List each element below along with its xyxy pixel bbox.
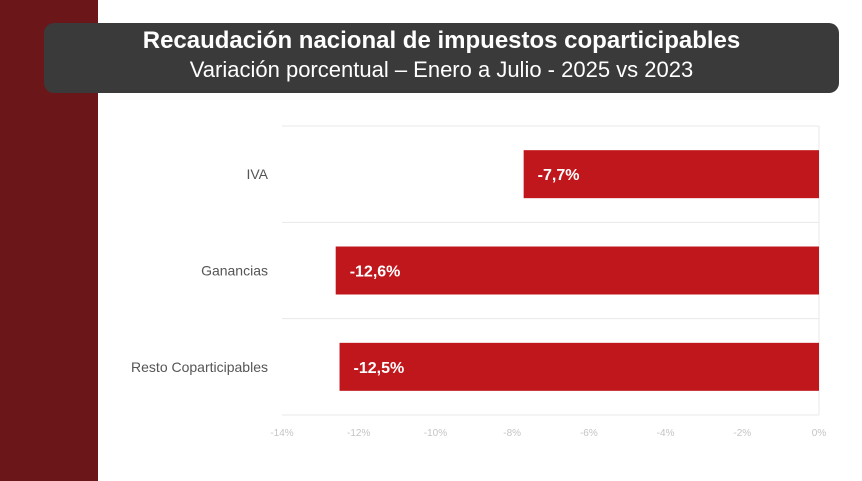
category-label: Ganancias xyxy=(201,263,268,279)
chart-subtitle: Variación porcentual – Enero a Julio - 2… xyxy=(189,57,694,82)
x-tick-label: 0% xyxy=(812,428,827,439)
bar xyxy=(523,150,819,199)
x-tick-label: -4% xyxy=(657,428,675,439)
chart-title: Recaudación nacional de impuestos copart… xyxy=(142,27,741,54)
x-tick-label: -8% xyxy=(503,428,521,439)
data-label: -12,6% xyxy=(350,264,401,281)
x-tick-label: -6% xyxy=(580,428,598,439)
category-label: Resto Coparticipables xyxy=(131,359,268,375)
x-tick-label: -12% xyxy=(347,428,370,439)
data-label: -12,5% xyxy=(354,360,405,377)
bar xyxy=(339,342,819,391)
title-box: Recaudación nacional de impuestos copart… xyxy=(44,23,839,93)
x-tick-label: -14% xyxy=(270,428,293,439)
bar xyxy=(335,246,819,295)
category-label: IVA xyxy=(246,166,268,182)
data-label: -7,7% xyxy=(538,167,580,184)
x-tick-label: -10% xyxy=(424,428,447,439)
x-tick-label: -2% xyxy=(733,428,751,439)
